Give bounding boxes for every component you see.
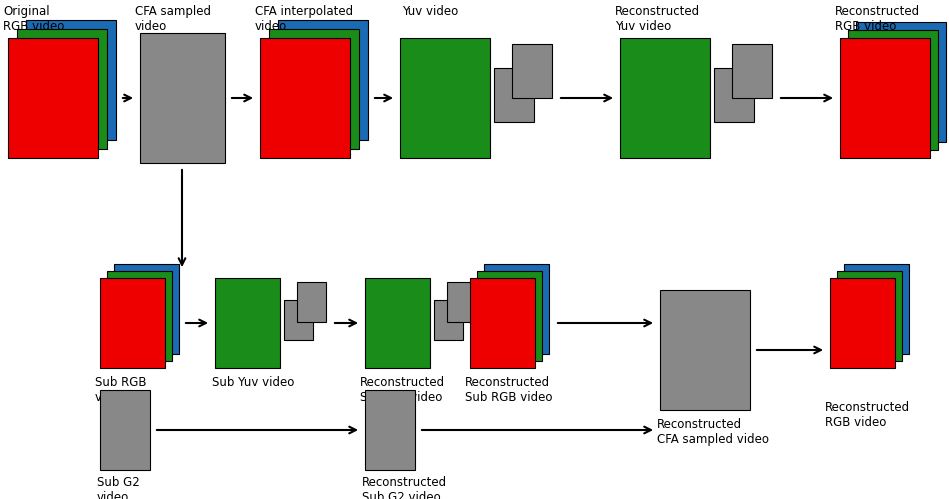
Bar (17, 29, 107, 149)
Bar (660, 290, 750, 410)
Bar (278, 20, 368, 140)
Bar (215, 278, 280, 368)
Bar (365, 390, 415, 470)
Bar (477, 271, 542, 361)
Bar (269, 29, 359, 149)
Bar (470, 278, 535, 368)
Bar (100, 390, 150, 470)
Bar (297, 282, 326, 322)
Text: Sub RGB
video: Sub RGB video (95, 376, 146, 404)
Text: Reconstructed
Sub G2 video: Reconstructed Sub G2 video (362, 476, 447, 499)
Text: Original
RGB video: Original RGB video (3, 5, 65, 33)
Bar (830, 278, 895, 368)
Text: Reconstructed
Sub Yuv video: Reconstructed Sub Yuv video (360, 376, 445, 404)
Bar (284, 300, 313, 340)
Bar (140, 33, 225, 163)
Bar (400, 38, 490, 158)
Bar (848, 30, 938, 150)
Text: Reconstructed
RGB video: Reconstructed RGB video (835, 5, 921, 33)
Text: Sub Yuv video: Sub Yuv video (212, 376, 294, 389)
Text: Reconstructed
Sub RGB video: Reconstructed Sub RGB video (465, 376, 552, 404)
Bar (512, 44, 552, 98)
Text: CFA sampled
video: CFA sampled video (135, 5, 211, 33)
Bar (447, 282, 476, 322)
Bar (840, 38, 930, 158)
Text: CFA interpolated
video: CFA interpolated video (255, 5, 353, 33)
Bar (732, 44, 772, 98)
Bar (26, 20, 116, 140)
Bar (8, 38, 98, 158)
Bar (856, 22, 946, 142)
Bar (107, 271, 172, 361)
Bar (714, 68, 754, 122)
Bar (365, 278, 430, 368)
Bar (100, 278, 165, 368)
Bar (114, 264, 179, 354)
Text: Reconstructed
Yuv video: Reconstructed Yuv video (615, 5, 700, 33)
Bar (844, 264, 909, 354)
Bar (484, 264, 549, 354)
Bar (260, 38, 350, 158)
Text: Sub G2
video: Sub G2 video (97, 476, 140, 499)
Text: Reconstructed
RGB video: Reconstructed RGB video (825, 401, 910, 429)
Bar (837, 271, 902, 361)
Text: Reconstructed
CFA sampled video: Reconstructed CFA sampled video (657, 418, 769, 446)
Bar (620, 38, 710, 158)
Bar (494, 68, 534, 122)
Bar (434, 300, 463, 340)
Text: Yuv video: Yuv video (402, 5, 458, 18)
